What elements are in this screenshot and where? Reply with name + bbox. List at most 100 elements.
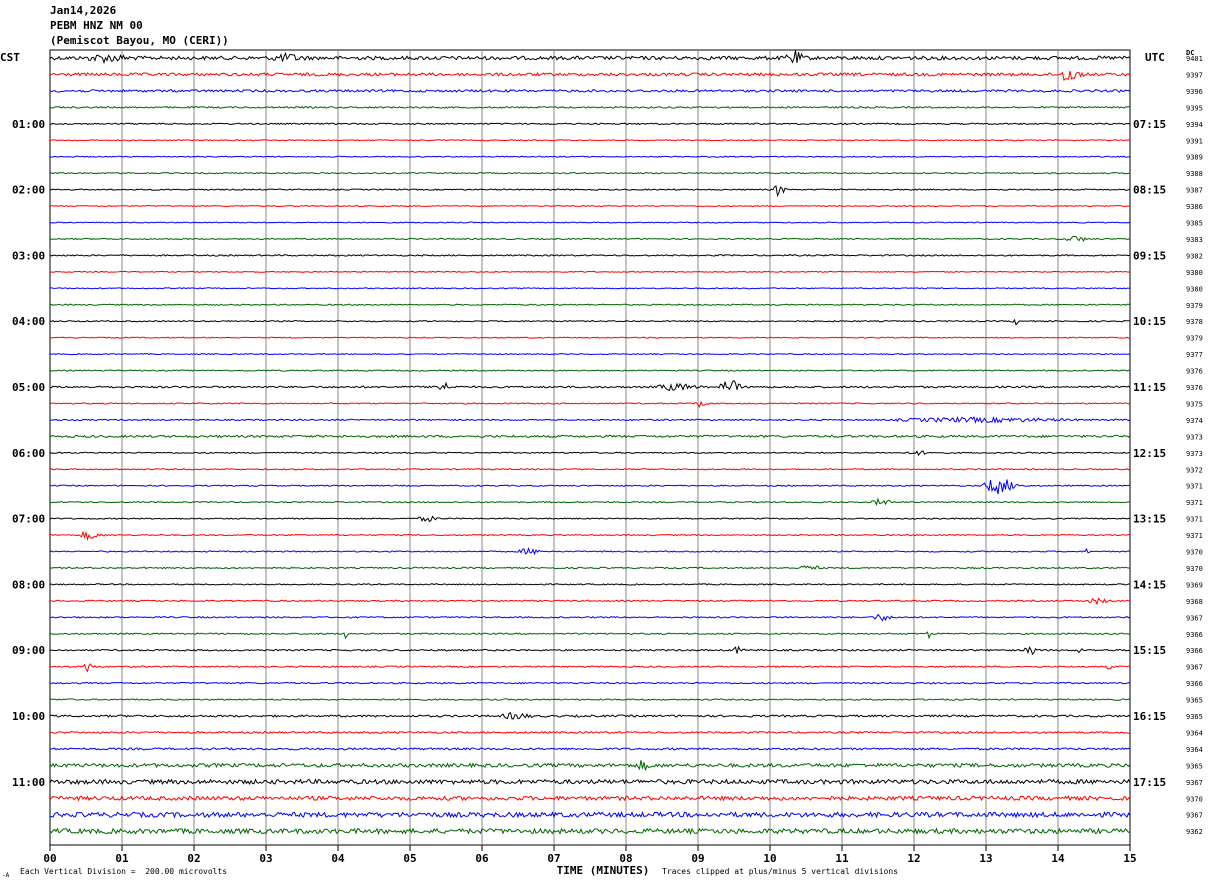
trace-line (49, 613, 1131, 622)
dc-offset-label: 9367 (1186, 664, 1203, 672)
dc-offset-label: 9382 (1186, 252, 1203, 260)
trace-line (49, 794, 1131, 802)
trace-line (49, 353, 1131, 356)
timezone-left-label: CST (0, 51, 20, 64)
dc-offset-label: 9389 (1186, 154, 1203, 162)
trace-line (50, 88, 1131, 93)
time-label-left: 10:00 (12, 710, 45, 723)
dc-offset-label: 9379 (1186, 302, 1203, 310)
dc-offset-label: 9367 (1186, 812, 1203, 820)
trace-line (49, 155, 1131, 158)
time-label-right: 15:15 (1133, 644, 1166, 657)
trace-line (49, 205, 1131, 208)
trace-line (49, 730, 1131, 735)
trace-line (50, 663, 1131, 673)
x-tick-label: 04 (331, 852, 345, 865)
scale-note: Each Vertical Division = 200.00 microvol… (20, 867, 228, 876)
dc-offset-label: 9378 (1186, 318, 1203, 326)
trace-line (49, 369, 1130, 372)
trace-line (49, 105, 1131, 109)
trace-line (49, 235, 1131, 242)
plot-frame (49, 49, 1131, 846)
dc-offset-label: 9367 (1186, 614, 1203, 622)
x-tick-label: 12 (907, 852, 920, 865)
dc-offset-label: 9395 (1186, 104, 1203, 112)
trace-line (49, 515, 1131, 523)
time-label-left: 05:00 (12, 381, 45, 394)
chart-date: Jan14,2026 (50, 4, 117, 17)
trace-line (49, 122, 1131, 126)
dc-offset-label: 9386 (1186, 203, 1203, 211)
time-label-right: 07:15 (1133, 118, 1166, 131)
dc-offset-label: 9366 (1186, 680, 1203, 688)
trace-line (49, 139, 1131, 142)
time-label-left: 07:00 (12, 513, 45, 526)
trace-line (49, 379, 1131, 392)
time-label-right: 13:15 (1133, 513, 1166, 526)
trace-line (49, 71, 1131, 82)
trace-line (49, 287, 1131, 290)
x-tick-label: 11 (835, 852, 849, 865)
time-label-left: 06:00 (12, 447, 45, 460)
time-label-right: 14:15 (1133, 578, 1166, 591)
time-label-left: 04:00 (12, 315, 45, 328)
trace-line (49, 318, 1131, 326)
x-tick-label: 01 (115, 852, 129, 865)
trace-line (49, 171, 1131, 175)
x-tick-label: 05 (403, 852, 416, 865)
dc-offset-label: 9369 (1186, 581, 1203, 589)
trace-line (50, 698, 1131, 701)
dc-offset-label: 9387 (1186, 187, 1203, 195)
time-label-right: 12:15 (1133, 447, 1166, 460)
trace-line (49, 497, 1131, 506)
station-code: PEBM HNZ NM 00 (50, 19, 143, 32)
trace-line (49, 468, 1131, 471)
trace-line (49, 221, 1131, 224)
time-label-right: 16:15 (1133, 710, 1166, 723)
clip-note: Traces clipped at plus/minus 5 vertical … (662, 867, 899, 876)
dc-offset-label: 9373 (1186, 433, 1203, 441)
dc-offset-label: 9364 (1186, 746, 1203, 754)
trace-line (49, 434, 1131, 439)
dc-offset-label: 9366 (1186, 647, 1203, 655)
trace-line (49, 450, 1131, 457)
dc-offset-label: 9376 (1186, 368, 1203, 376)
x-tick-label: 13 (979, 852, 992, 865)
x-tick-label: 06 (475, 852, 489, 865)
dc-offset-label: 9388 (1186, 170, 1203, 178)
time-label-right: 10:15 (1133, 315, 1166, 328)
time-label-right: 11:15 (1133, 381, 1166, 394)
time-label-right: 08:15 (1133, 184, 1166, 197)
x-tick-label: 02 (187, 852, 200, 865)
dc-offset-label: 9385 (1186, 220, 1203, 228)
dc-offset-label: 9373 (1186, 450, 1203, 458)
trace-line (49, 415, 1131, 424)
trace-line (49, 565, 1131, 570)
trace-line (50, 597, 1131, 606)
trace-line (49, 827, 1131, 836)
dc-offset-label: 9372 (1186, 466, 1203, 474)
trace-line (49, 747, 1131, 751)
x-tick-label: 09 (691, 852, 704, 865)
trace-line (49, 400, 1131, 409)
dc-offset-label: 9376 (1186, 384, 1203, 392)
trace-line (49, 530, 1131, 542)
trace-line (49, 336, 1131, 339)
dc-offset-label: 9366 (1186, 631, 1203, 639)
x-tick-label: 00 (43, 852, 56, 865)
dc-offset-label: 9370 (1186, 795, 1203, 803)
dc-offset-label: 9396 (1186, 88, 1203, 96)
dc-offset-label: 9365 (1186, 713, 1203, 721)
dc-offset-label: 9397 (1186, 71, 1203, 79)
time-label-right: 09:15 (1133, 249, 1166, 262)
trace-line (49, 303, 1131, 306)
dc-offset-label: 9377 (1186, 351, 1203, 359)
dc-offset-label: 9362 (1186, 828, 1203, 836)
trace-line (49, 50, 1131, 65)
dc-offset-label: 9380 (1186, 269, 1203, 277)
time-label-right: 17:15 (1133, 776, 1166, 789)
dc-offset-label: 9394 (1186, 121, 1203, 129)
x-tick-label: 10 (763, 852, 776, 865)
dc-offset-label: 9365 (1186, 697, 1203, 705)
